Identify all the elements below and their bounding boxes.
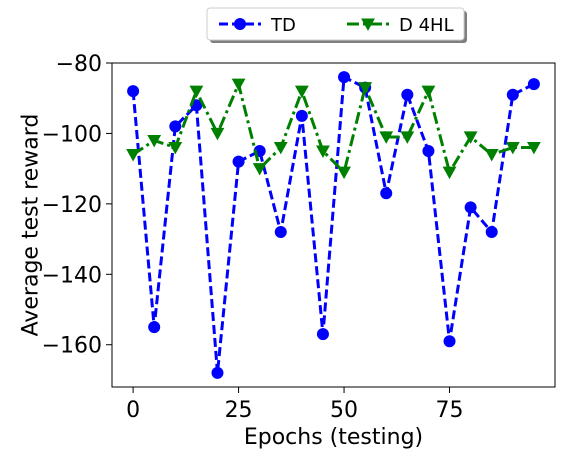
legend-entry: TD (219, 15, 296, 36)
data-point (505, 142, 520, 155)
legend: TD D 4HL (206, 7, 467, 43)
plot-frame (111, 62, 556, 388)
legend-box (206, 7, 465, 41)
data-point (358, 82, 373, 95)
data-point (338, 71, 351, 84)
legend-entry: D 4HL (347, 15, 454, 36)
data-point (506, 88, 519, 101)
data-point (210, 127, 225, 141)
data-point (316, 145, 330, 158)
series-line (132, 82, 534, 174)
legend-entries: TD D 4HL (219, 15, 454, 36)
x-axis: 0 25 50 75 (126, 387, 464, 423)
data-point (527, 142, 541, 155)
data-point (147, 134, 162, 148)
y-tick-label: −100 (42, 122, 102, 147)
series-td (127, 71, 540, 379)
data-point (442, 166, 457, 180)
legend-label: TD (270, 15, 296, 36)
data-point (231, 78, 246, 92)
x-tick-label: 25 (225, 398, 253, 423)
data-point (527, 78, 540, 91)
data-point (316, 328, 329, 341)
y-tick-label: −80 (56, 52, 102, 77)
data-point (485, 226, 498, 239)
data-point (337, 166, 351, 180)
legend-label: D 4HL (399, 15, 454, 36)
data-point (252, 163, 267, 176)
legend-marker (361, 18, 375, 31)
y-tick-label: −160 (42, 334, 102, 359)
y-tick-label: −140 (42, 263, 102, 288)
data-point (295, 109, 308, 122)
plot-marks (126, 71, 541, 379)
data-point (379, 131, 394, 144)
data-point (168, 142, 183, 155)
y-tick-label: −120 (42, 193, 102, 218)
data-point (422, 145, 435, 158)
data-point (484, 149, 499, 162)
x-tick-label: 50 (330, 398, 358, 423)
x-tick-label: 0 (126, 398, 140, 423)
data-point (400, 131, 415, 144)
data-point (443, 335, 456, 348)
data-point (127, 85, 140, 98)
data-point (169, 120, 182, 133)
data-point (232, 155, 245, 168)
data-point (273, 142, 288, 155)
data-point (274, 226, 287, 239)
data-point (294, 85, 309, 99)
data-point (401, 88, 414, 101)
data-point (148, 321, 161, 334)
y-axis: −160 −140 −120 −100 −80 (42, 52, 112, 359)
data-point (211, 366, 224, 379)
data-point (421, 85, 436, 99)
legend-marker (234, 18, 246, 30)
series-d-4hl (126, 78, 541, 180)
data-point (463, 131, 478, 144)
y-axis-label: Average test reward (19, 114, 44, 337)
data-point (189, 85, 204, 99)
x-tick-label: 75 (436, 398, 464, 423)
x-axis-label: Epochs (testing) (244, 425, 423, 450)
series-line (131, 75, 535, 375)
data-point (126, 149, 140, 162)
data-point (380, 187, 393, 200)
data-point (464, 201, 477, 214)
